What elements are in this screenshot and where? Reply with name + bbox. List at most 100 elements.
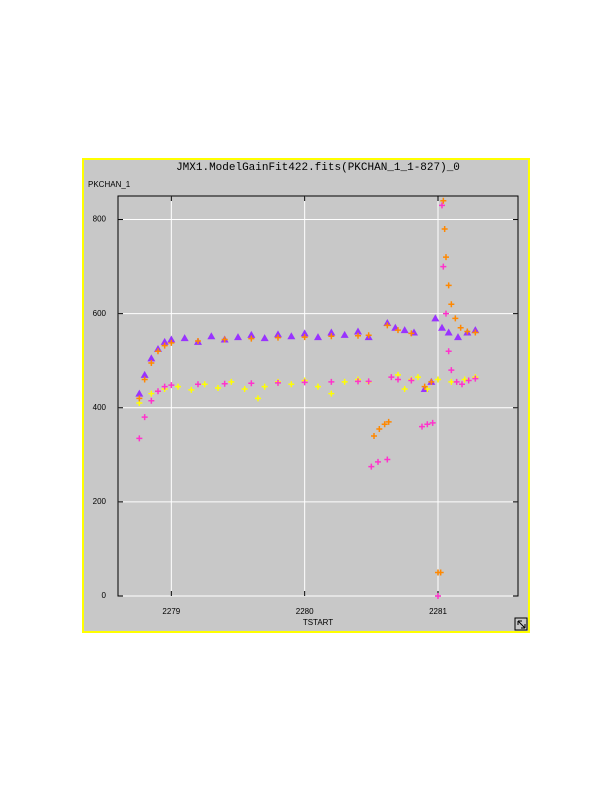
plus-point <box>457 324 464 331</box>
plus-point <box>376 425 383 432</box>
plus-point <box>443 254 449 261</box>
triangle-point <box>354 327 362 335</box>
triangle-point <box>207 332 216 340</box>
plus-point <box>301 334 308 341</box>
triangle-point <box>340 330 349 338</box>
plus-point <box>155 388 161 395</box>
plus-point <box>443 310 449 317</box>
plus-point <box>148 390 155 397</box>
triangle-point <box>327 328 336 336</box>
y-tick-label: 400 <box>93 403 107 412</box>
plus-point <box>465 377 472 384</box>
triangle-point <box>135 389 144 397</box>
plus-point <box>328 378 335 385</box>
plus-point <box>168 339 175 346</box>
plus-point <box>148 397 155 404</box>
plus-point <box>141 376 148 383</box>
x-axis-label: TSTART <box>303 618 333 627</box>
triangle-point <box>180 334 189 342</box>
plus-point <box>419 423 425 430</box>
plus-point <box>175 383 181 390</box>
plus-point <box>365 332 372 339</box>
plus-point <box>275 334 281 341</box>
plus-point <box>408 377 415 384</box>
plus-point <box>428 378 435 385</box>
plus-point <box>440 197 447 204</box>
plus-point <box>136 395 143 402</box>
y-tick-label: 800 <box>93 215 107 224</box>
plus-point <box>221 380 228 387</box>
plus-point <box>148 360 155 367</box>
plus-point <box>341 378 348 385</box>
plus-point <box>168 382 175 389</box>
plus-point <box>459 381 465 388</box>
triangle-point <box>438 323 446 331</box>
triangle-point <box>234 333 242 341</box>
triangle-point <box>260 334 269 342</box>
plus-point <box>452 315 459 322</box>
plus-point <box>421 383 428 390</box>
plus-point <box>228 378 235 385</box>
plus-point <box>315 383 321 390</box>
plus-point <box>301 379 308 386</box>
plus-point <box>453 378 460 385</box>
x-tick-label: 2279 <box>162 607 180 616</box>
triangle-point <box>300 329 309 337</box>
triangle-point <box>287 332 296 340</box>
plus-point <box>385 418 392 425</box>
plus-point <box>429 419 436 426</box>
triangle-point <box>400 326 409 334</box>
plus-point <box>408 330 415 337</box>
triangle-point <box>274 330 282 338</box>
plus-point <box>241 385 248 392</box>
plus-point <box>255 395 261 402</box>
x-tick-label: 2281 <box>429 607 447 616</box>
plus-point <box>261 383 268 390</box>
y-tick-label: 0 <box>102 591 107 600</box>
resize-icon[interactable] <box>514 617 528 631</box>
triangle-point <box>140 370 149 378</box>
plus-point <box>195 381 201 388</box>
plus-point <box>365 378 372 385</box>
plus-point <box>248 380 255 387</box>
plus-point <box>195 337 201 344</box>
triangle-point <box>147 354 156 362</box>
plus-point <box>441 225 448 232</box>
plus-point <box>371 433 377 439</box>
plus-point <box>445 348 452 355</box>
plus-point <box>415 374 421 381</box>
triangle-point <box>444 328 453 336</box>
plus-point <box>355 332 361 339</box>
triangle-point <box>167 335 176 343</box>
triangle-point <box>454 333 462 341</box>
plus-point <box>275 379 281 386</box>
plus-point <box>472 375 479 382</box>
triangle-point <box>160 337 169 345</box>
plus-point <box>161 342 168 349</box>
x-tick-label: 2280 <box>296 607 314 616</box>
plus-point <box>448 367 455 374</box>
plus-point <box>445 282 452 289</box>
chart-title: JMX1.ModelGainFit422.fits(PKCHAN_1_1-827… <box>176 162 460 174</box>
plus-point <box>384 322 391 329</box>
plus-point <box>437 569 444 576</box>
plus-point <box>472 329 479 336</box>
plus-point <box>328 390 335 397</box>
plus-point <box>155 348 161 355</box>
plus-point <box>464 328 471 335</box>
plus-point <box>136 435 143 442</box>
plus-point <box>448 378 455 385</box>
plus-point <box>368 463 375 470</box>
plus-point <box>355 378 361 385</box>
plus-point <box>395 376 401 383</box>
plus-point <box>388 374 395 381</box>
plus-point <box>435 376 441 383</box>
triangle-point <box>314 333 322 341</box>
plus-point <box>401 385 408 392</box>
plus-point <box>440 263 447 270</box>
plus-point <box>328 333 335 340</box>
plus-point <box>248 335 255 342</box>
plus-point <box>424 421 431 428</box>
